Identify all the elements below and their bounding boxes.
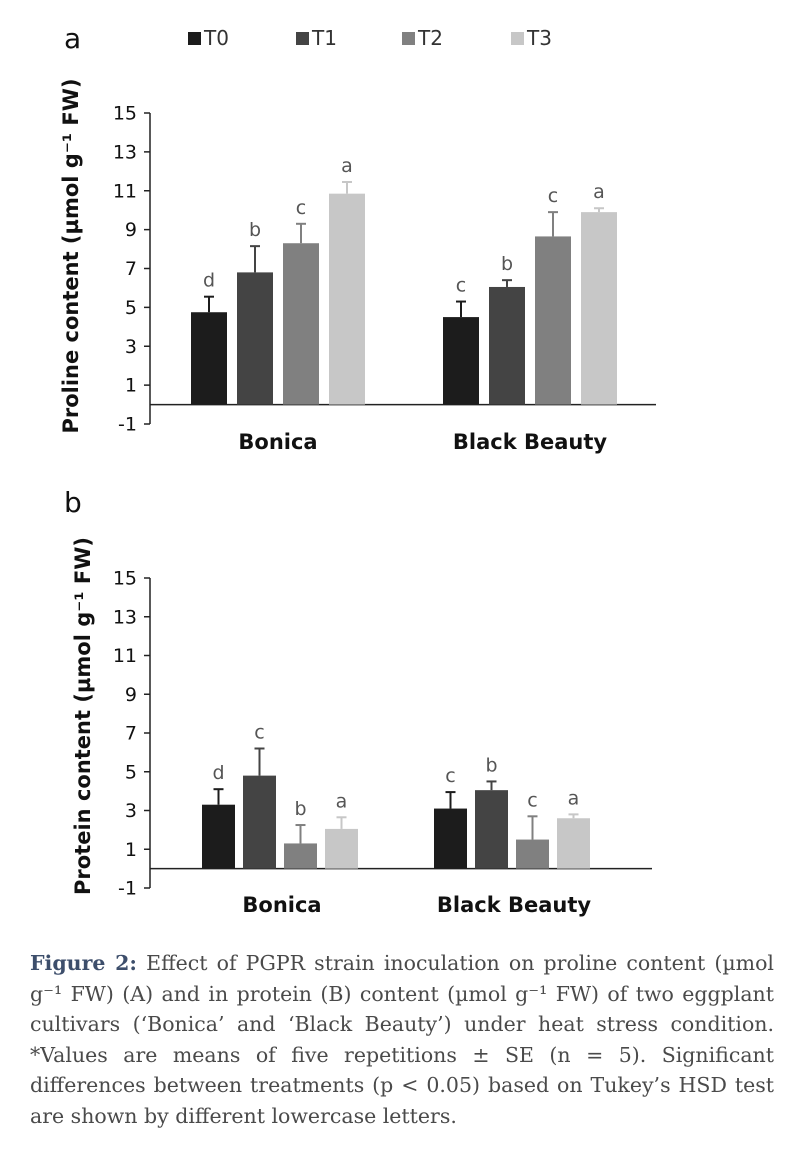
bar [243, 775, 276, 869]
category-label: Black Beauty [437, 893, 592, 917]
significance-letter: b [485, 754, 497, 776]
bar [191, 312, 227, 405]
significance-letter: a [568, 787, 580, 809]
significance-letter: a [336, 790, 348, 812]
y-tick-label: 7 [125, 258, 137, 280]
chart-panel-a: a T0 T1 T2 T3 15 13 11 9 7 5 3 1 -1 Proline content (µ… [59, 22, 656, 454]
bar [237, 272, 273, 405]
y-tick-label: 13 [113, 606, 137, 628]
significance-letter: b [294, 798, 306, 820]
bar [581, 212, 617, 405]
bar [557, 818, 590, 869]
y-tick-label: 5 [125, 297, 137, 319]
y-tick-label: 1 [125, 839, 137, 861]
category-label: Bonica [238, 430, 317, 454]
legend-label: T0 [203, 26, 229, 50]
y-tick-label: -1 [118, 414, 137, 436]
bar [489, 286, 525, 405]
y-tick-label: 3 [125, 336, 137, 358]
significance-letter: d [212, 762, 224, 784]
significance-letter: b [249, 219, 261, 241]
y-axis-label: Proline content (µmol g⁻¹ FW) [59, 78, 83, 433]
significance-letter: c [456, 275, 466, 297]
y-tick-label: 11 [113, 180, 137, 202]
legend-label: T2 [417, 26, 443, 50]
chart-panel-b: b 15 13 11 9 7 5 3 1 -1 Protein content (µmol g⁻¹ … [64, 486, 652, 917]
significance-letter: b [501, 253, 513, 275]
bar [329, 193, 365, 405]
caption-text: Effect of PGPR strain inoculation on pro… [30, 951, 774, 1128]
y-tick-label: 13 [113, 141, 137, 163]
panel-label: a [64, 22, 81, 55]
y-tick-label: 7 [125, 723, 137, 745]
y-tick-label: 11 [113, 645, 137, 667]
y-tick-label: 15 [113, 103, 137, 125]
bar [434, 808, 467, 869]
bar [325, 828, 358, 869]
caption-label: Figure 2: [30, 951, 137, 975]
bar [283, 243, 319, 405]
category-label: Bonica [242, 893, 321, 917]
category-label: Black Beauty [453, 430, 608, 454]
bar [284, 843, 317, 869]
legend-swatch [511, 32, 524, 45]
significance-letter: c [548, 185, 558, 207]
significance-letter: a [593, 181, 605, 203]
y-tick-label: 5 [125, 761, 137, 783]
significance-letter: c [254, 722, 264, 744]
significance-letter: c [527, 789, 537, 811]
y-axis-label: Protein content (µmol g⁻¹ FW) [71, 537, 95, 895]
significance-letter: a [341, 155, 353, 177]
significance-letter: c [445, 765, 455, 787]
bar [202, 804, 235, 869]
legend-swatch [188, 32, 201, 45]
bar [535, 236, 571, 405]
legend-label: T3 [526, 26, 552, 50]
y-tick-label: 3 [125, 800, 137, 822]
y-tick-label: 15 [113, 568, 137, 590]
y-tick-label: 9 [125, 684, 137, 706]
legend-label: T1 [311, 26, 337, 50]
bar [516, 839, 549, 869]
legend-swatch [402, 32, 415, 45]
bar [475, 790, 508, 869]
significance-letter: c [296, 197, 306, 219]
y-tick-label: 1 [125, 375, 137, 397]
figure-caption: Figure 2: Effect of PGPR strain inoculat… [30, 948, 774, 1131]
significance-letter: d [203, 270, 215, 292]
legend-swatch [296, 32, 309, 45]
panel-label: b [64, 486, 82, 519]
y-tick-label: 9 [125, 219, 137, 241]
bar [443, 317, 479, 405]
y-tick-label: -1 [118, 878, 137, 900]
